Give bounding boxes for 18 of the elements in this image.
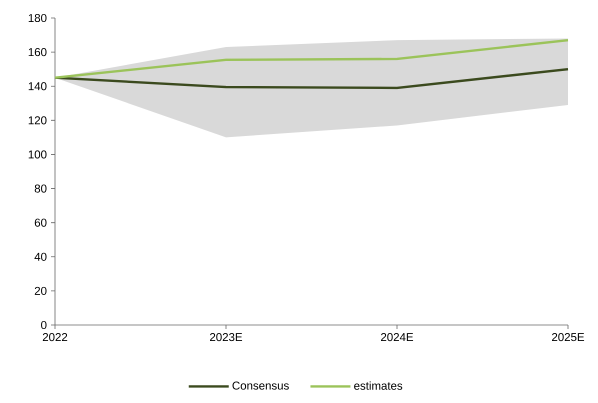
y-tick-label: 180 (28, 14, 47, 22)
y-tick-label: 0 (41, 320, 47, 330)
y-tick-label: 60 (34, 218, 47, 227)
y-tick-label: 20 (34, 286, 47, 295)
y-tick-label: 80 (34, 184, 47, 193)
y-tick-label: 140 (28, 82, 47, 90)
y-tick-label: 100 (28, 150, 47, 158)
y-tick-label: 40 (34, 252, 47, 261)
x-tick-label: 2024E (381, 333, 414, 342)
y-tick-label: 120 (28, 116, 47, 124)
line-series (54, 38, 570, 79)
x-tick-label: 2023E (210, 333, 242, 342)
x-tick-label: 2025E (552, 333, 584, 342)
y-tick-label: 160 (28, 48, 47, 56)
legend-label: Consensus (232, 382, 289, 390)
legend-label: estimates (354, 381, 402, 390)
line-series (54, 68, 570, 90)
x-tick-label: 2022 (42, 333, 68, 342)
